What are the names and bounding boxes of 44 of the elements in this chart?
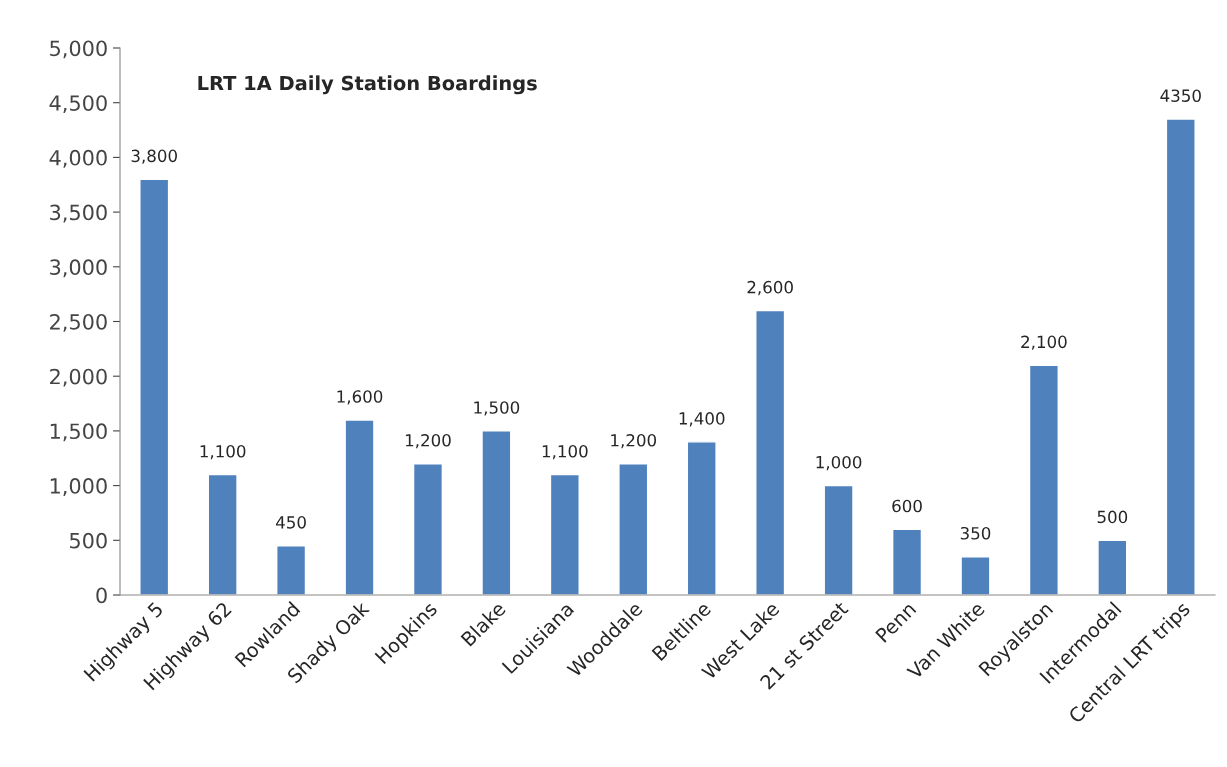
data-label: 1,000 (816, 455, 862, 471)
bar (823, 484, 854, 595)
text: LRT 1A Daily Station Boardings (198, 75, 537, 95)
data-label: 1,200 (405, 434, 451, 449)
bar (207, 473, 238, 595)
bar (618, 463, 649, 595)
data-label: 1,200 (611, 434, 657, 449)
y-tick-label: 1,000 (50, 478, 107, 496)
y-tick-label: 3,500 (50, 204, 107, 223)
data-label: 1,100 (200, 444, 246, 460)
bar (481, 430, 512, 595)
bar (1028, 364, 1059, 595)
data-label: 4350 (1160, 89, 1201, 102)
y-tick-label: 5,000 (50, 40, 107, 59)
y-tick-label: 2,500 (50, 313, 107, 332)
data-label: 1,400 (679, 412, 725, 427)
bar (549, 473, 580, 595)
data-label: 600 (892, 499, 922, 513)
bar (412, 463, 444, 595)
bar (344, 419, 375, 595)
bar (960, 556, 991, 595)
bar (276, 545, 307, 595)
y-tick-label: 4,000 (49, 149, 107, 168)
data-label: 500 (1097, 510, 1128, 524)
y-tick-label: 4,500 (49, 95, 107, 114)
data-label: 350 (960, 526, 991, 540)
bar (139, 178, 170, 595)
y-tick-label: 2,000 (50, 368, 107, 387)
data-label: 1,500 (474, 401, 520, 416)
data-label: 2,600 (747, 280, 793, 296)
data-label: 2,100 (1021, 335, 1067, 350)
data-label: 1,600 (337, 390, 383, 405)
data-label: 1,100 (542, 444, 588, 460)
bar (686, 441, 717, 595)
bar (891, 528, 923, 595)
data-label: 450 (276, 516, 306, 529)
data-label: 3,800 (131, 149, 177, 164)
bar (1165, 118, 1196, 595)
y-tick-label: 0 (96, 587, 107, 604)
y-tick-label: 1,500 (50, 423, 107, 442)
bar (755, 309, 786, 595)
y-tick-label: 500 (70, 532, 107, 549)
y-tick-label: 3,000 (50, 259, 107, 278)
bar (1097, 539, 1128, 595)
